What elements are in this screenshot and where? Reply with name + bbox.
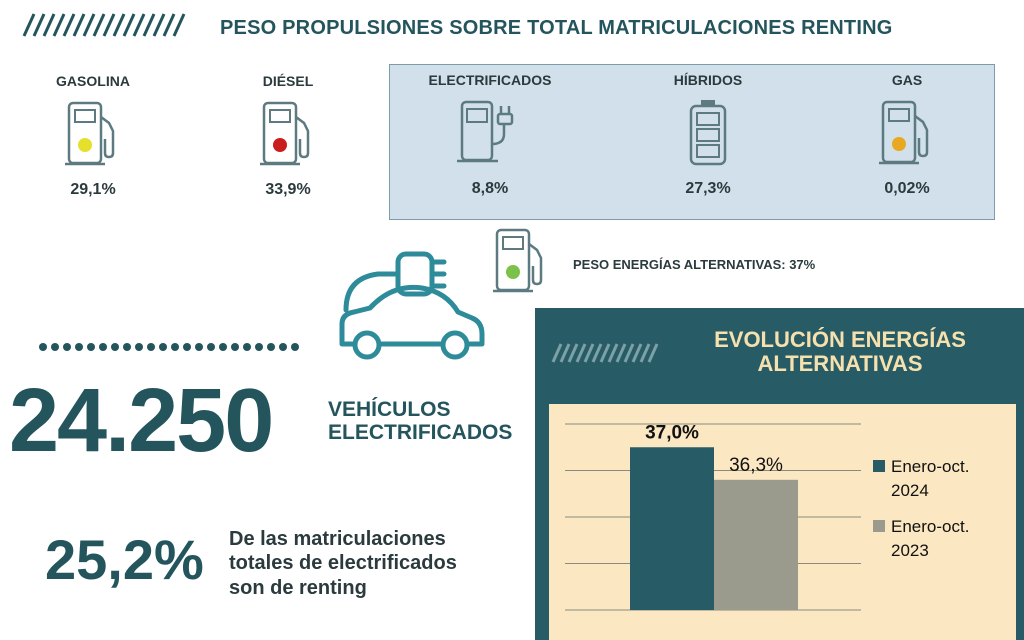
electrified-caption: VEHÍCULOS ELECTRIFICADOS — [328, 398, 512, 444]
data-label: 37,0% — [645, 422, 699, 443]
electric-car-icon — [339, 251, 485, 360]
page-title: PESO PROPULSIONES SOBRE TOTAL MATRICULAC… — [220, 17, 893, 39]
data-label: 36,3% — [729, 455, 783, 476]
bar-chart: 37,0% 36,3% Enero-oct. 2024 Enero-oct. 2023 — [565, 422, 969, 611]
chart-title: EVOLUCIÓN ENERGÍAS ALTERNATIVAS — [685, 327, 995, 377]
ev-charger-icon — [457, 100, 514, 163]
legend-label: Enero-oct. — [891, 517, 969, 536]
fuel-pump-icon — [260, 101, 310, 166]
legend-label: 2023 — [891, 541, 929, 560]
chart-title-line: ALTERNATIVAS — [757, 351, 923, 377]
renting-share-line: totales de electrificados — [229, 552, 457, 575]
bar — [630, 447, 714, 610]
fuel-value: 8,8% — [471, 180, 509, 197]
hatch-decoration — [551, 343, 659, 363]
fuel-value: 27,3% — [685, 180, 731, 197]
hatch-decoration — [22, 13, 186, 37]
renting-share-caption: De las matriculaciones totales de electr… — [229, 527, 457, 600]
electrified-caption-line: ELECTRIFICADOS — [328, 421, 513, 445]
fuel-value: 29,1% — [70, 181, 116, 198]
bar — [714, 479, 798, 610]
chart-title-line: EVOLUCIÓN ENERGÍAS — [714, 327, 966, 352]
electrified-count: 24.250 — [9, 371, 274, 471]
electrified-caption-line: VEHÍCULOS — [328, 398, 451, 421]
legend-label: Enero-oct. — [891, 457, 969, 476]
alternatives-total-label: PESO ENERGÍAS ALTERNATIVAS: 37% — [573, 257, 816, 272]
fuel-value: 0,02% — [884, 180, 930, 197]
fuel-pump-icon — [879, 100, 929, 165]
legend-label: 2024 — [891, 481, 929, 500]
fuel-gasolina: GASOLINA 29,1% — [23, 73, 163, 199]
renting-share-value: 25,2% — [45, 528, 204, 591]
fuel-value: 33,9% — [265, 181, 311, 198]
fuel-gas: GAS 0,02% — [837, 72, 977, 198]
fuel-pump-icon — [493, 228, 543, 293]
fuel-label: GAS — [891, 72, 923, 88]
legend-swatch — [873, 460, 885, 472]
legend-swatch — [873, 520, 885, 532]
fuel-electrificados: ELECTRIFICADOS 8,8% — [420, 72, 560, 198]
fuel-label: HÍBRIDOS — [673, 72, 743, 88]
renting-share-line: De las matriculaciones — [229, 528, 446, 550]
fuel-hibridos: HÍBRIDOS 27,3% — [638, 72, 778, 198]
renting-share-line: son de renting — [229, 576, 367, 599]
chart-area: 37,0% 36,3% Enero-oct. 2024 Enero-oct. 2023 — [549, 404, 1016, 640]
fuel-pump-icon — [65, 101, 115, 166]
chart-panel: EVOLUCIÓN ENERGÍAS ALTERNATIVAS 37,0% 36,… — [535, 308, 1024, 640]
fuel-diesel: DIÉSEL 33,9% — [218, 73, 358, 199]
fuel-label: ELECTRIFICADOS — [428, 72, 552, 88]
battery-icon — [689, 100, 727, 166]
alternatives-box: ELECTRIFICADOS 8,8% HÍBRIDOS 27,3% GAS — [389, 64, 995, 220]
dotted-separator — [39, 343, 299, 351]
fuel-label: DIÉSEL — [262, 73, 314, 89]
fuel-label: GASOLINA — [56, 73, 130, 89]
